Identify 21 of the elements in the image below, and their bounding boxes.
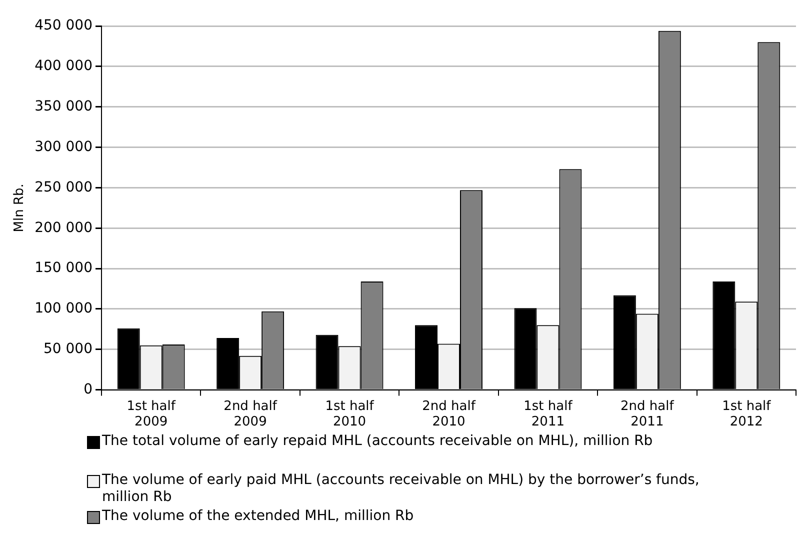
y-tick-label: 350 000 — [34, 98, 92, 114]
legend-label: The volume of the extended MHL, million Rb — [102, 508, 414, 525]
legend-label: The volume of early paid MHL (accounts receivable on MHL) by the borrower’s funds, million Rb — [102, 472, 700, 506]
x-tick-label: 1st half 2010 — [325, 398, 374, 430]
y-tick-label: 250 000 — [34, 179, 92, 196]
y-tick-label: 300 000 — [34, 138, 92, 155]
x-tick-label: 2nd half 2010 — [422, 398, 476, 430]
x-tick-label: 1st half 2012 — [722, 398, 772, 430]
x-tick-label: 1st half 2009 — [126, 398, 176, 430]
y-tick-label: 0 — [84, 381, 92, 398]
y-tick-label: 100 000 — [34, 300, 92, 317]
x-tick-label: 2nd half 2009 — [224, 398, 278, 430]
y-tick-label: 450 000 — [34, 18, 92, 34]
x-tick-label: 2nd half 2011 — [620, 398, 674, 430]
x-tick-label: 1st half 2011 — [524, 398, 573, 430]
legend-label: The total volume of early repaid MHL (accounts receivable on MHL), million Rb — [102, 433, 653, 450]
y-tick-label: 50 000 — [43, 341, 92, 358]
y-tick-label: 400 000 — [34, 58, 92, 74]
y-axis-title: Mln Rb. — [12, 184, 28, 232]
y-tick-label: 200 000 — [34, 220, 92, 236]
y-tick-label: 150 000 — [34, 260, 92, 276]
